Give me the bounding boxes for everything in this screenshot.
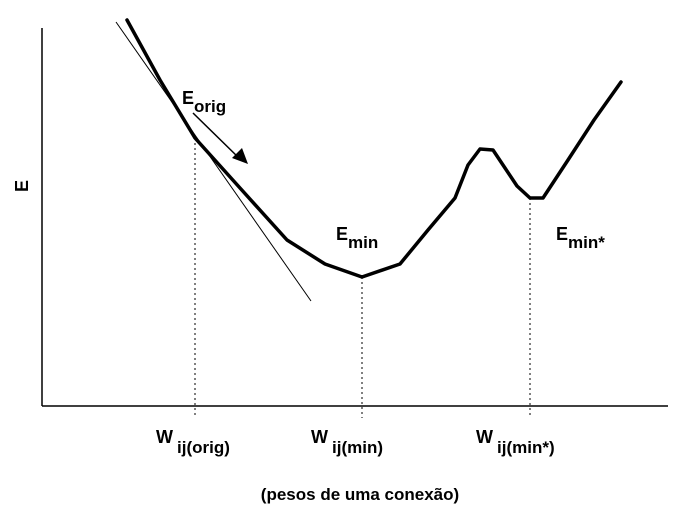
- label-e-min-star: Emin*: [556, 224, 605, 252]
- gradient-arrow: [192, 112, 241, 160]
- tangent-line: [115, 21, 312, 302]
- gradient-arrowhead: [232, 148, 248, 164]
- label-e-orig: Eorig: [182, 88, 226, 116]
- tick-w-min: Wij(min): [311, 427, 383, 457]
- label-e-min: Emin: [336, 224, 378, 252]
- y-axis-label: E: [12, 180, 32, 192]
- error-curve: [125, 18, 623, 279]
- tick-w-min-star: Wij(min*): [476, 427, 555, 457]
- x-axis-label: (pesos de uma conexão): [261, 485, 459, 504]
- tick-w-orig: Wij(orig): [156, 427, 230, 457]
